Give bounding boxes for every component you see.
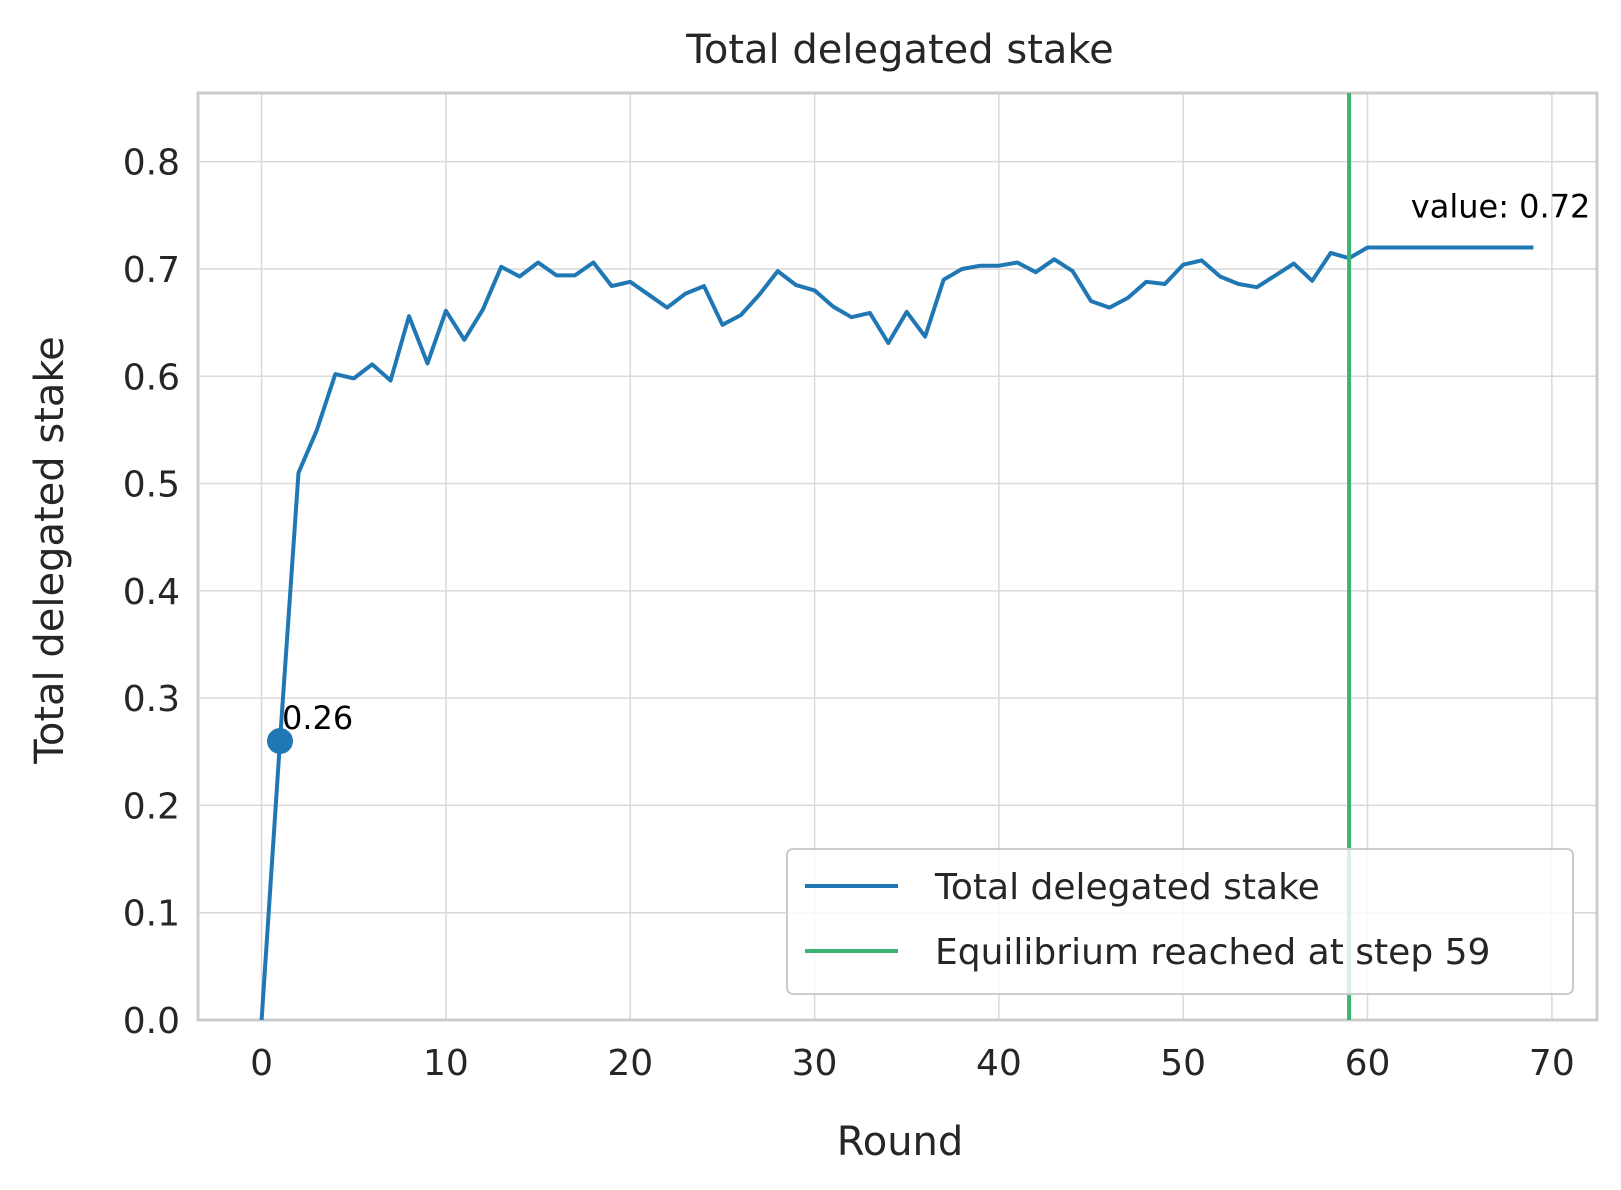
x-axis-label: Round: [837, 1119, 964, 1165]
y-tick-label: 0.7: [123, 250, 180, 291]
legend-label-equilibrium: Equilibrium reached at step 59: [935, 932, 1490, 973]
annotation-layer: 0.26 value: 0.72: [282, 188, 1590, 738]
y-axis-label: Total delegated stake: [27, 336, 73, 765]
y-tick-label: 0.2: [123, 786, 180, 827]
legend: Total delegated stake Equilibrium reache…: [786, 848, 1574, 995]
y-tick-label: 0.5: [123, 465, 180, 506]
x-tick-label: 70: [1529, 1043, 1575, 1084]
y-tick-labels: 0.0 0.1 0.2 0.3 0.4 0.5 0.6 0.7 0.8: [123, 143, 180, 1042]
x-tick-label: 20: [607, 1043, 653, 1084]
y-tick-label: 0.3: [123, 679, 180, 720]
y-tick-label: 0.8: [123, 143, 180, 184]
legend-label-total-stake: Total delegated stake: [934, 867, 1320, 908]
y-tick-label: 0.1: [123, 894, 180, 935]
y-tick-label: 0.4: [123, 572, 180, 613]
x-tick-labels: 0 10 20 30 40 50 60 70: [250, 1043, 1575, 1084]
marker-point: [267, 728, 294, 755]
marker-value-label: 0.26: [282, 699, 353, 737]
y-tick-label: 0.0: [123, 1001, 180, 1042]
y-tick-label: 0.6: [123, 357, 180, 398]
x-tick-label: 0: [250, 1043, 273, 1084]
x-tick-label: 60: [1345, 1043, 1391, 1084]
end-value-annotation: value: 0.72: [1411, 188, 1591, 226]
plot-frame: [196, 91, 1599, 1022]
chart-title: Total delegated stake: [685, 27, 1114, 73]
x-tick-label: 50: [1160, 1043, 1206, 1084]
series-line-total-stake: [259, 245, 1534, 1021]
x-tick-label: 10: [423, 1043, 469, 1084]
x-tick-label: 40: [976, 1043, 1022, 1084]
grid: [198, 93, 1597, 1021]
legend-box: [786, 848, 1574, 995]
x-tick-label: 30: [792, 1043, 838, 1084]
